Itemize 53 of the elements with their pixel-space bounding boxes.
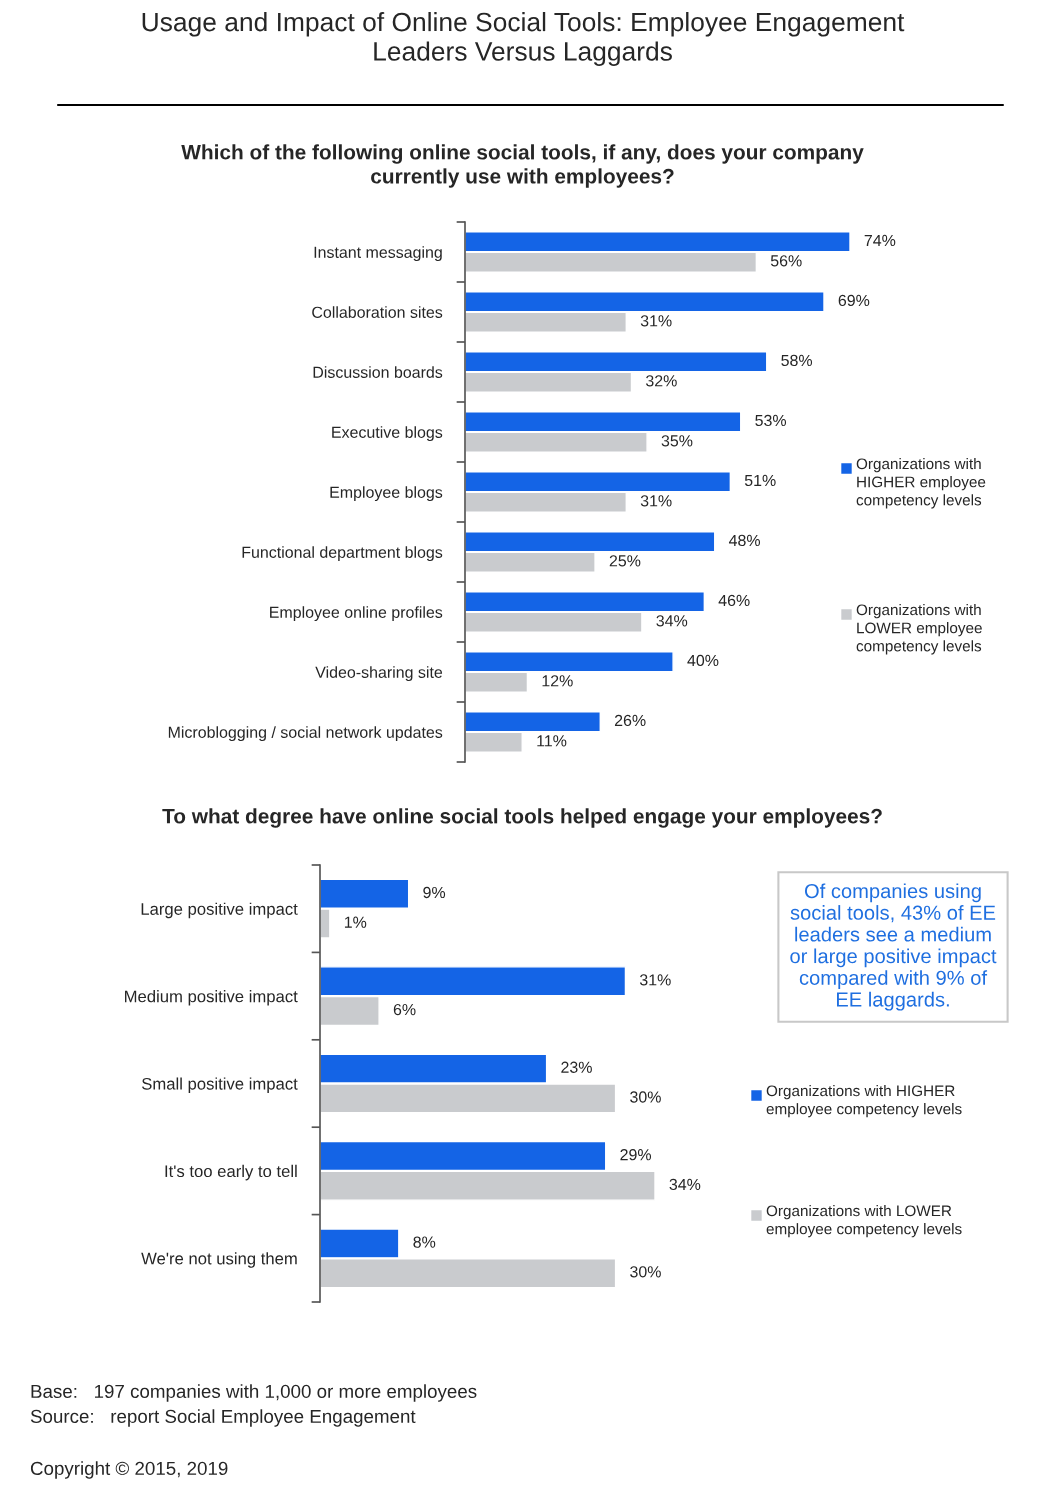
y-tick-label: Instant messaging	[314, 246, 442, 262]
chart-title: Usage and Impact of Online Social Tools: Employee Engagement Leaders Versus Laggards	[142, 12, 905, 66]
data-label: 31%	[640, 495, 672, 507]
data-label: 34%	[669, 1178, 701, 1191]
chart-subtitle: Which of the following online social tools, if any, does your company currently use with employees?	[181, 144, 864, 188]
y-tick-label: Video-sharing site	[315, 666, 443, 682]
data-label: 30%	[630, 1091, 661, 1103]
data-label: 40%	[687, 654, 719, 667]
data-label: 34%	[656, 615, 688, 627]
text: Base: 197 companies with 1,000 or more employees	[31, 1384, 477, 1402]
legend-label: Organizations with HIGHER employee competency levels	[766, 1085, 962, 1118]
data-label: 35%	[661, 435, 693, 447]
y-tick-label: Collaboration sites	[312, 306, 443, 318]
data-label: 23%	[561, 1061, 592, 1073]
data-label: 1%	[344, 916, 367, 928]
legend-label: Organizations with HIGHER employee competency levels	[856, 458, 986, 509]
y-tick-label: Employee blogs	[330, 486, 443, 502]
data-label: 6%	[393, 1003, 416, 1016]
y-tick-label: Microblogging / social network updates	[168, 726, 443, 742]
y-tick-label: Large positive impact	[141, 902, 298, 919]
y-tick-label: We're not using them	[141, 1252, 297, 1268]
data-label: 32%	[645, 375, 677, 387]
data-label: 31%	[640, 315, 672, 327]
y-tick-label: Medium positive impact	[125, 990, 298, 1006]
y-tick-label: Small positive impact	[142, 1077, 298, 1093]
data-label: 26%	[614, 714, 646, 727]
data-label: 29%	[620, 1149, 652, 1161]
data-label: 30%	[630, 1266, 661, 1278]
data-label: 51%	[744, 474, 776, 487]
data-label: 58%	[781, 354, 813, 367]
data-label: 9%	[423, 886, 446, 899]
data-label: 12%	[542, 675, 573, 687]
data-label: 25%	[609, 555, 641, 567]
data-label: 69%	[838, 294, 870, 307]
data-label: 31%	[639, 974, 671, 986]
text: Copyright © 2015, 2019	[30, 1461, 228, 1479]
y-tick-label: Executive blogs	[332, 426, 443, 442]
data-label: 74%	[864, 234, 896, 247]
y-tick-label: Employee online profiles	[270, 606, 443, 622]
data-label: 56%	[770, 255, 802, 267]
data-label: 11%	[537, 735, 567, 747]
data-label: 46%	[718, 594, 750, 607]
data-label: 48%	[728, 534, 761, 547]
legend-label: Organizations with LOWER employee competency levels	[856, 604, 982, 655]
data-label: 53%	[755, 414, 787, 427]
y-tick-label: Functional department blogs	[242, 546, 443, 562]
chart-title: To what degree have online social tools helped engage your employees?	[162, 808, 882, 828]
y-tick-label: Discussion boards	[313, 366, 443, 378]
y-tick-label: It's too early to tell	[165, 1164, 297, 1181]
data-label: 8%	[413, 1236, 436, 1248]
legend-label: Organizations with LOWER employee competency levels	[766, 1205, 962, 1238]
text: Of companies using social tools, 43% of EE leaders see a medium or large positive impact compared with 9% of EE laggards.	[790, 883, 997, 1011]
source-note: Source: report Social Employee Engagement	[30, 1409, 416, 1427]
